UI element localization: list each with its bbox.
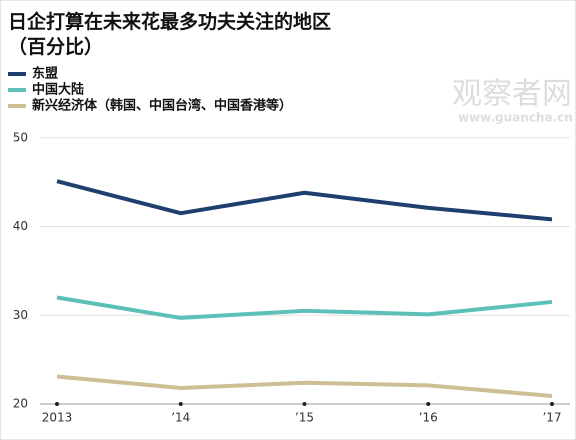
line-series bbox=[56, 295, 553, 320]
y-tick-label: 40 bbox=[13, 219, 28, 233]
x-tick bbox=[302, 402, 307, 406]
x-tick-label: ’16 bbox=[419, 411, 438, 425]
legend-label: 新兴经济体（韩国、中国台湾、中国香港等） bbox=[32, 98, 292, 114]
line-series bbox=[56, 179, 553, 222]
x-tick-label: 2013 bbox=[42, 411, 73, 425]
watermark: 观察者网 bbox=[452, 77, 572, 112]
y-tick-label: 50 bbox=[13, 130, 28, 144]
legend-label: 中国大陆 bbox=[32, 82, 84, 98]
chart-title: 日企打算在未来花最多功夫关注的地区（百分比） bbox=[8, 10, 331, 58]
y-tick-label: 30 bbox=[13, 308, 28, 322]
y-tick-label: 20 bbox=[13, 397, 28, 411]
x-tick-label: ’14 bbox=[171, 411, 190, 425]
x-tick bbox=[426, 402, 431, 406]
x-tick bbox=[550, 402, 554, 406]
line-series bbox=[56, 374, 553, 399]
watermark-url: www.guancha.cn bbox=[458, 111, 573, 125]
x-tick bbox=[178, 402, 183, 406]
x-tick-label: ’17 bbox=[542, 411, 561, 425]
legend-label: 东盟 bbox=[32, 66, 58, 82]
x-tick-label: ’15 bbox=[295, 411, 314, 425]
x-tick bbox=[55, 402, 59, 406]
